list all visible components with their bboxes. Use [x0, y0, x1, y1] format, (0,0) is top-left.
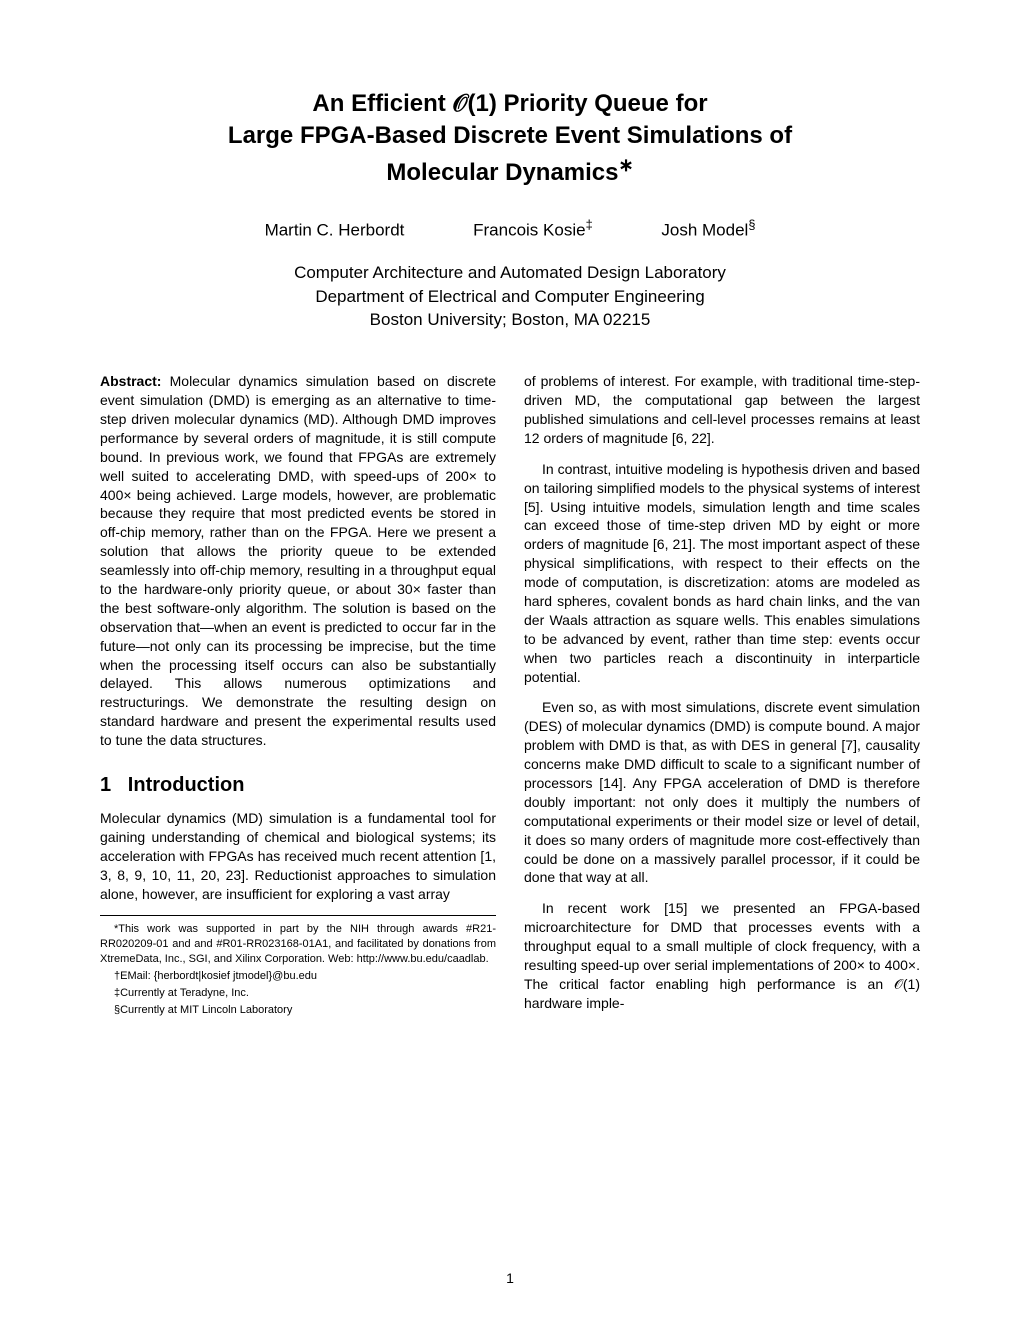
- affil-line-3: Boston University; Boston, MA 02215: [100, 308, 920, 332]
- footnote-2: †EMail: {herbordt|kosief jtmodel}@bu.edu: [100, 969, 496, 984]
- author-3-sup: §: [748, 217, 755, 232]
- abstract-text: Molecular dynamics simulation based on d…: [100, 373, 496, 748]
- right-p4: In recent work [15] we presented an FPGA…: [524, 899, 920, 1012]
- title-line-3: Molecular Dynamics: [386, 159, 618, 186]
- affil-line-1: Computer Architecture and Automated Desi…: [100, 261, 920, 285]
- footnotes: *This work was supported in part by the …: [100, 915, 496, 1017]
- author-2-sup: ‡: [586, 217, 593, 232]
- author-1-name: Martin C. Herbordt: [265, 221, 405, 240]
- title-line-2: Large FPGA-Based Discrete Event Simulati…: [228, 122, 792, 149]
- author-2: Francois Kosie‡: [473, 217, 593, 241]
- affiliation-block: Computer Architecture and Automated Desi…: [100, 261, 920, 332]
- affil-line-2: Department of Electrical and Computer En…: [100, 285, 920, 309]
- page: An Efficient 𝒪(1) Priority Queue for Lar…: [0, 0, 1020, 1320]
- footnote-4: §Currently at MIT Lincoln Laboratory: [100, 1003, 496, 1018]
- footnote-3: ‡Currently at Teradyne, Inc.: [100, 986, 496, 1001]
- author-3: Josh Model§: [661, 217, 755, 241]
- author-1: Martin C. Herbordt: [265, 217, 405, 241]
- right-p3: Even so, as with most simulations, discr…: [524, 698, 920, 887]
- section-1-p1: Molecular dynamics (MD) simulation is a …: [100, 809, 496, 903]
- authors-block: Martin C. Herbordt Francois Kosie‡ Josh …: [100, 217, 920, 241]
- right-p2: In contrast, intuitive modeling is hypot…: [524, 460, 920, 687]
- section-1-heading: 1 Introduction: [100, 772, 496, 799]
- right-column: of problems of interest. For example, wi…: [524, 372, 920, 1025]
- section-1-title: Introduction: [128, 774, 245, 796]
- page-number: 1: [0, 1270, 1020, 1286]
- footnote-1: *This work was supported in part by the …: [100, 922, 496, 967]
- right-p1: of problems of interest. For example, wi…: [524, 372, 920, 448]
- title-block: An Efficient 𝒪(1) Priority Queue for Lar…: [100, 88, 920, 189]
- section-1-number: 1: [100, 774, 111, 796]
- author-2-name: Francois Kosie: [473, 221, 585, 240]
- abstract-paragraph: Abstract: Molecular dynamics simulation …: [100, 372, 496, 750]
- title-footnote-mark: ∗: [619, 155, 634, 175]
- abstract-label: Abstract:: [100, 373, 161, 389]
- title-line-1: An Efficient 𝒪(1) Priority Queue for: [312, 90, 707, 117]
- author-3-name: Josh Model: [661, 221, 748, 240]
- two-column-body: Abstract: Molecular dynamics simulation …: [100, 372, 920, 1025]
- left-column: Abstract: Molecular dynamics simulation …: [100, 372, 496, 1025]
- paper-title: An Efficient 𝒪(1) Priority Queue for Lar…: [100, 88, 920, 189]
